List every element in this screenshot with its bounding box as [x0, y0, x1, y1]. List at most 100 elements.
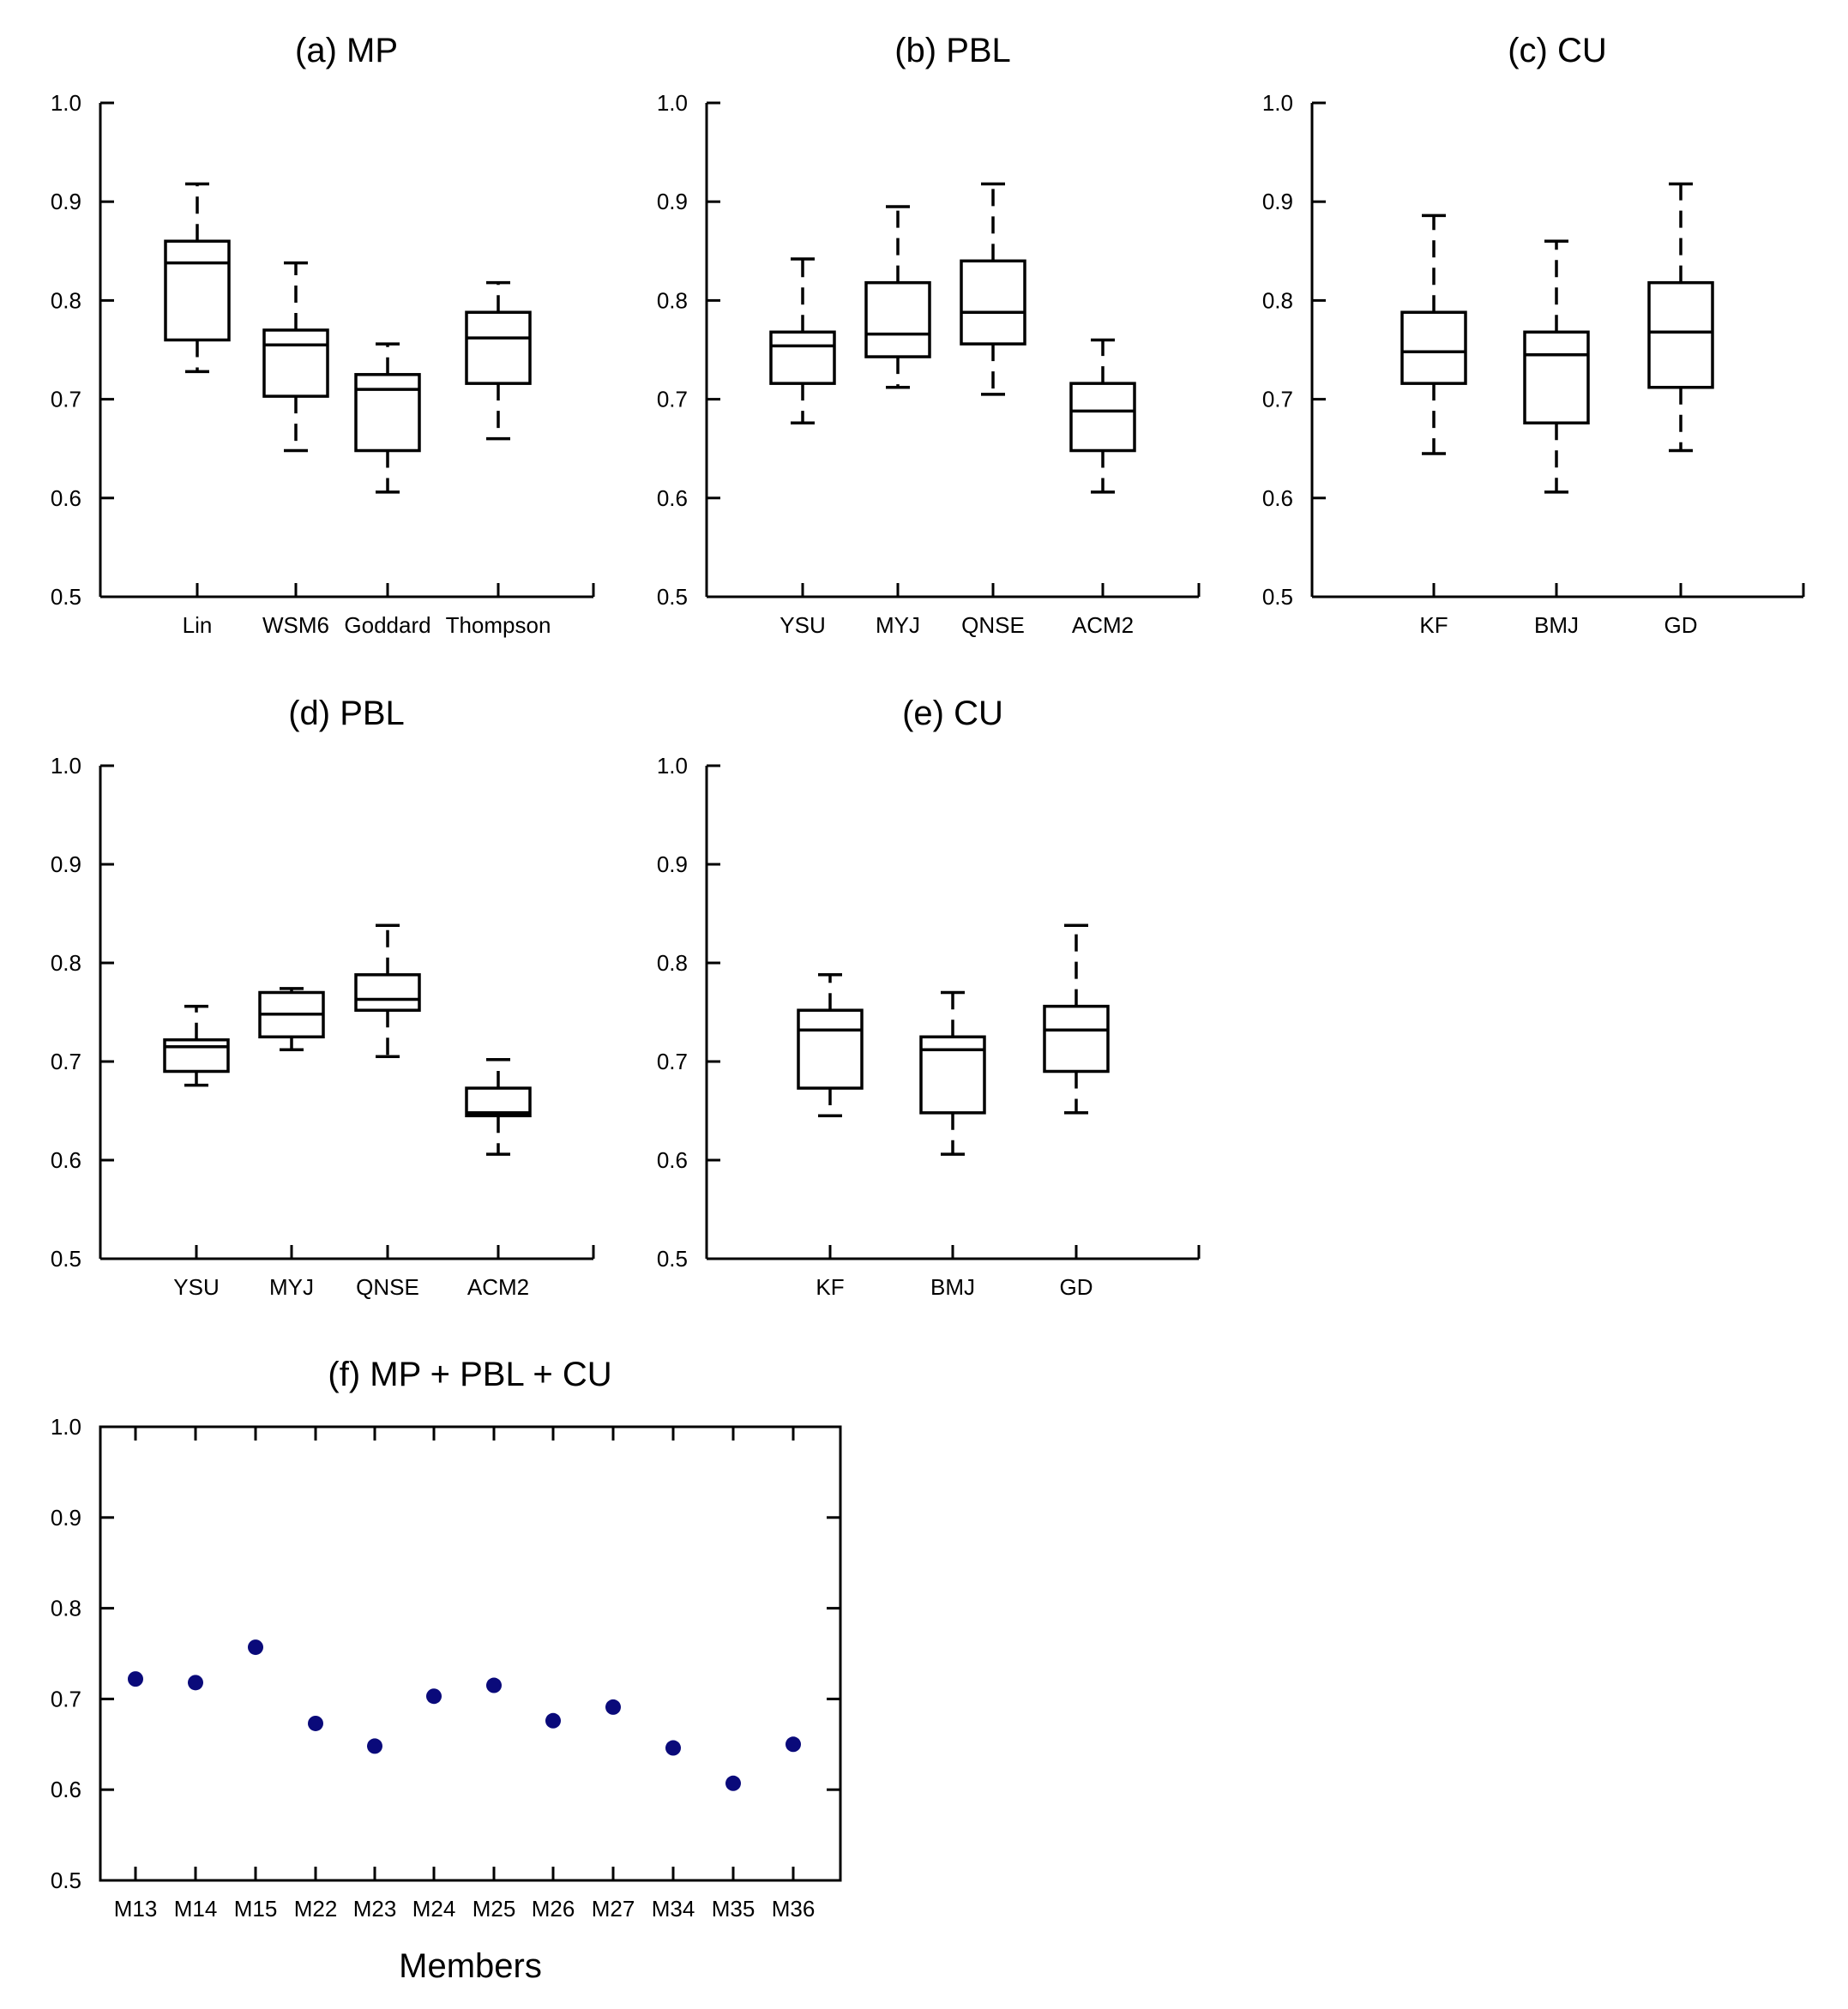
- panel-title: (e) CU: [902, 695, 1003, 732]
- y-tick-label: 0.9: [51, 851, 81, 877]
- x-category-label: M26: [532, 1896, 575, 1922]
- iqr-box: [1069, 382, 1136, 453]
- x-category-label: M27: [592, 1896, 635, 1922]
- x-category-label: M14: [174, 1896, 218, 1922]
- boxplot-gd: [1043, 923, 1110, 1115]
- iqr-box: [1043, 1004, 1110, 1074]
- iqr-box: [465, 310, 532, 385]
- y-tick-label: 0.9: [51, 189, 81, 214]
- panel-f: (f) MP + PBL + CU 0.5 0.6 0.7 0.8 0.9 1.0 M13 M1…: [51, 1356, 842, 1985]
- iqr-box: [960, 259, 1026, 346]
- boxplot-lin: [164, 182, 231, 374]
- iqr-box: [354, 373, 421, 453]
- data-point-m24: [426, 1688, 442, 1705]
- y-tick-label: 0.6: [657, 1147, 688, 1173]
- y-tick-label: 0.9: [1262, 189, 1293, 214]
- y-tick-label: 0.9: [657, 851, 688, 877]
- x-axis-title: Members: [399, 1947, 542, 1985]
- boxplot-thompson: [465, 280, 532, 441]
- x-category-label: M35: [712, 1896, 755, 1922]
- data-point-m25: [486, 1677, 502, 1693]
- boxplot-bmj: [1523, 239, 1590, 494]
- iqr-box: [164, 239, 231, 342]
- boxplot-ysu: [163, 1004, 230, 1087]
- iqr-box: [163, 1038, 230, 1074]
- x-category-label: M22: [294, 1896, 338, 1922]
- x-category-label: KF: [816, 1274, 844, 1300]
- y-tick-label: 0.5: [1262, 584, 1293, 610]
- iqr-box: [864, 280, 931, 358]
- iqr-box: [769, 330, 836, 385]
- data-point-m14: [188, 1675, 203, 1691]
- y-tick-label: 0.7: [51, 1049, 81, 1074]
- x-category-label: YSU: [780, 612, 825, 638]
- x-category-label: ACM2: [467, 1274, 529, 1300]
- data-point-m35: [725, 1775, 741, 1791]
- data-point-m26: [545, 1712, 561, 1729]
- panel-d: (d) PBL 0.5 0.6 0.7 0.8 0.9 1.0 YSU MYJ QNSE ACM2: [51, 695, 595, 1300]
- boxplot-bmj: [919, 990, 986, 1156]
- iqr-box: [262, 328, 329, 398]
- iqr-box: [1400, 310, 1467, 385]
- panel-title: (b) PBL: [894, 32, 1011, 69]
- y-tick-label: 0.5: [657, 584, 688, 610]
- y-tick-label: 0.8: [51, 1596, 81, 1621]
- y-tick-label: 0.7: [51, 387, 81, 412]
- y-tick-label: 0.6: [657, 485, 688, 511]
- y-tick-label: 1.0: [51, 753, 81, 779]
- x-category-label: M23: [353, 1896, 397, 1922]
- panel-a: (a) MP 0.5 0.6 0.7 0.8 0.9 1.0 Lin WSM6 Goddard Th…: [51, 32, 595, 638]
- y-tick-label: 0.6: [51, 1777, 81, 1802]
- data-point-m23: [367, 1738, 382, 1754]
- boxplot-myj: [258, 987, 325, 1051]
- x-category-label: QNSE: [961, 612, 1025, 638]
- y-tick-label: 0.8: [1262, 287, 1293, 313]
- y-tick-label: 0.9: [51, 1505, 81, 1531]
- y-tick-label: 1.0: [51, 90, 81, 116]
- data-point-m27: [605, 1699, 621, 1715]
- panel-title: (a) MP: [295, 32, 398, 69]
- y-tick-label: 0.5: [51, 1246, 81, 1272]
- y-tick-label: 0.8: [51, 287, 81, 313]
- x-category-label: MYJ: [269, 1274, 314, 1300]
- y-tick-label: 0.5: [657, 1246, 688, 1272]
- x-category-label: BMJ: [1534, 612, 1579, 638]
- y-tick-label: 0.6: [51, 485, 81, 511]
- y-tick-label: 0.7: [1262, 387, 1293, 412]
- y-tick-label: 0.5: [51, 584, 81, 610]
- x-category-label: QNSE: [356, 1274, 419, 1300]
- y-tick-label: 0.5: [51, 1868, 81, 1893]
- x-category-label: M15: [234, 1896, 278, 1922]
- y-tick-label: 1.0: [657, 753, 688, 779]
- y-tick-label: 0.7: [657, 387, 688, 412]
- iqr-box: [797, 1008, 864, 1090]
- x-category-label: MYJ: [876, 612, 920, 638]
- panel-c: (c) CU 0.5 0.6 0.7 0.8 0.9 1.0 KF BMJ GD: [1262, 32, 1805, 638]
- y-tick-label: 0.6: [1262, 485, 1293, 511]
- x-category-label: Lin: [183, 612, 213, 638]
- iqr-box: [465, 1086, 532, 1118]
- y-tick-label: 1.0: [657, 90, 688, 116]
- x-category-label: M13: [114, 1896, 158, 1922]
- iqr-box: [354, 973, 421, 1012]
- x-category-label: M24: [412, 1896, 456, 1922]
- y-tick-label: 0.8: [657, 287, 688, 313]
- x-category-label: ACM2: [1072, 612, 1134, 638]
- data-point-m34: [665, 1740, 681, 1756]
- y-tick-label: 0.8: [657, 950, 688, 976]
- plot-frame: [99, 1425, 842, 1882]
- data-point-m36: [786, 1736, 801, 1753]
- x-category-label: YSU: [173, 1274, 219, 1300]
- x-category-label: WSM6: [262, 612, 329, 638]
- boxplot-myj: [864, 205, 931, 389]
- panel-title: (f) MP + PBL + CU: [328, 1356, 611, 1393]
- x-category-label: Goddard: [344, 612, 430, 638]
- x-category-label: M36: [772, 1896, 816, 1922]
- boxplot-kf: [1400, 214, 1467, 455]
- y-tick-label: 0.7: [657, 1049, 688, 1074]
- y-tick-label: 0.6: [51, 1147, 81, 1173]
- panel-b: (b) PBL 0.5 0.6 0.7 0.8 0.9 1.0 YSU MYJ QNSE ACM2: [657, 32, 1201, 638]
- data-point-m15: [248, 1639, 263, 1656]
- x-category-label: M34: [652, 1896, 695, 1922]
- x-category-label: M25: [473, 1896, 516, 1922]
